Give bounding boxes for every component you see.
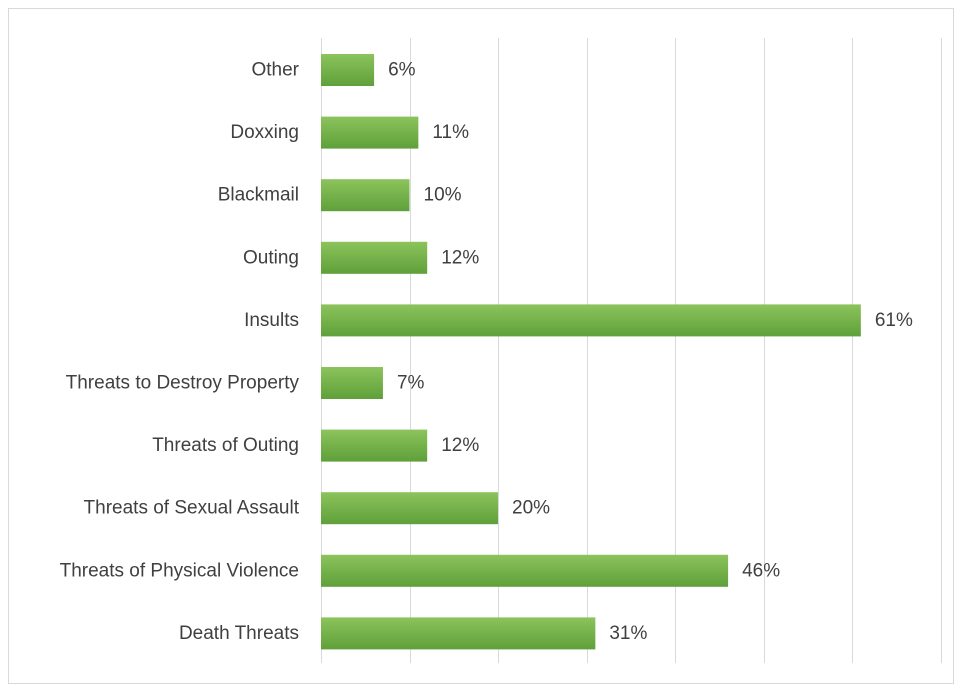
value-label-6: 12%	[441, 435, 479, 456]
bar-8	[321, 554, 729, 587]
value-label-7: 20%	[512, 498, 550, 519]
bar-1	[321, 116, 419, 149]
bars	[321, 54, 861, 650]
bar-0	[321, 54, 375, 86]
value-label-1: 11%	[432, 122, 469, 143]
value-label-9: 31%	[609, 623, 647, 644]
category-label-9: Death Threats	[179, 623, 299, 644]
bar-4	[321, 304, 861, 337]
value-label-5: 7%	[397, 373, 425, 394]
category-label-8: Threats of Physical Violence	[60, 560, 299, 581]
category-label-5: Threats to Destroy Property	[66, 373, 300, 394]
category-label-2: Blackmail	[218, 185, 299, 206]
category-label-6: Threats of Outing	[152, 435, 299, 456]
bar-6	[321, 429, 428, 462]
value-label-0: 6%	[388, 60, 416, 81]
category-label-4: Insults	[244, 310, 299, 331]
bar-3	[321, 241, 428, 274]
value-label-4: 61%	[875, 310, 913, 331]
labels: Other 6% Doxxing 11% Blackmail 10% Outing 12% In…	[60, 60, 913, 644]
category-label-1: Doxxing	[230, 122, 299, 143]
value-label-3: 12%	[441, 247, 479, 268]
category-label-0: Other	[251, 60, 299, 81]
bar-2	[321, 179, 410, 212]
bar-7	[321, 492, 498, 525]
value-label-2: 10%	[424, 185, 462, 206]
bar-5	[321, 367, 383, 399]
value-label-8: 46%	[742, 560, 780, 581]
category-label-3: Outing	[243, 247, 299, 268]
bar-9	[321, 617, 596, 650]
category-label-7: Threats of Sexual Assault	[84, 498, 300, 519]
